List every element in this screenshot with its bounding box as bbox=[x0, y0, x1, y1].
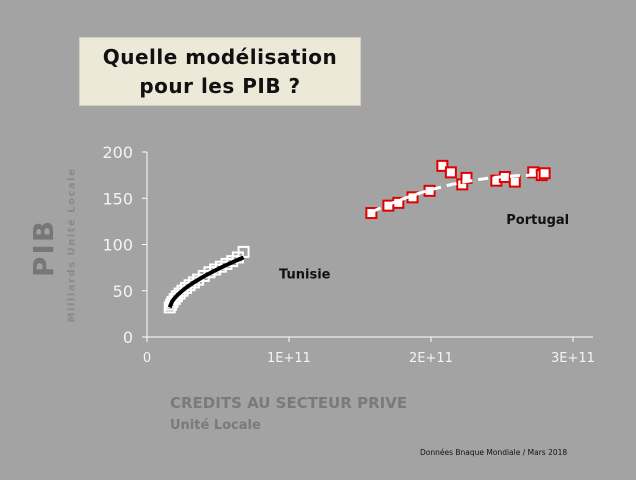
series-annotation: Portugal bbox=[506, 213, 569, 228]
y-tick-label: 100 bbox=[102, 236, 133, 255]
portugal-point bbox=[436, 159, 449, 172]
x-axis-label: CREDITS AU SECTEUR PRIVE bbox=[170, 394, 408, 412]
portugal-point bbox=[365, 207, 378, 220]
portugal-point bbox=[423, 184, 436, 197]
chart-title-line-1: Quelle modélisation bbox=[102, 44, 338, 69]
y-tick-label: 0 bbox=[123, 328, 133, 347]
portugal-point bbox=[508, 175, 521, 188]
x-tick-label: 2E+11 bbox=[409, 351, 453, 366]
portugal-point bbox=[538, 167, 551, 180]
x-tick-label: 1E+11 bbox=[267, 351, 311, 366]
x-axis-unit-label: Unité Locale bbox=[170, 418, 261, 433]
y-tick-label: 200 bbox=[102, 143, 133, 162]
series-annotation: Tunisie bbox=[279, 268, 331, 283]
y-tick-label: 50 bbox=[113, 282, 133, 301]
x-tick-label: 3E+11 bbox=[551, 351, 595, 366]
y-tick-label: 150 bbox=[102, 189, 133, 208]
portugal-trend-line bbox=[370, 173, 545, 214]
portugal-point bbox=[444, 166, 457, 179]
source-note: Données Bnaque Mondiale / Mars 2018 bbox=[420, 448, 568, 457]
chart-title-box: Quelle modélisation pour les PIB ? bbox=[79, 37, 361, 106]
x-tick-label: 0 bbox=[143, 351, 151, 366]
tunisie-point bbox=[237, 245, 250, 258]
chart-title-line-2: pour les PIB ? bbox=[139, 73, 301, 98]
tunisie-trend-line bbox=[167, 255, 245, 309]
